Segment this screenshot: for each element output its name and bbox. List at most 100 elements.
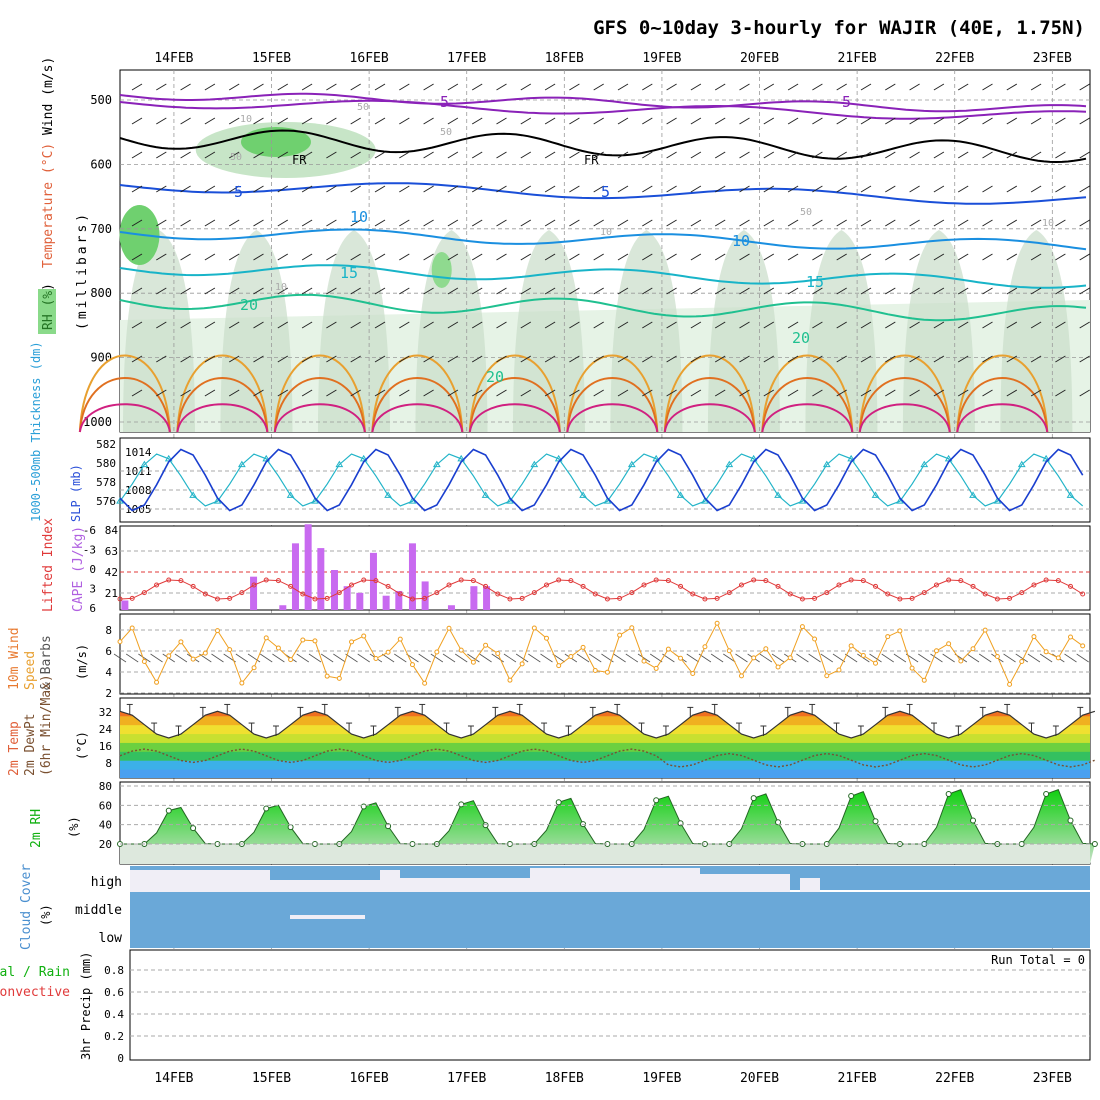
rh2m-point (945, 790, 952, 797)
wind-barb (180, 321, 191, 329)
wind-barb (228, 151, 240, 159)
cape-bar (304, 524, 312, 610)
wind-barb (690, 253, 702, 261)
wind-barb (326, 83, 337, 91)
lifted-index-point (239, 590, 245, 596)
wind-barb (885, 355, 896, 363)
wind-barb-10m (430, 653, 444, 663)
wind-barb (642, 389, 653, 397)
pressure-tick: 600 (90, 157, 112, 171)
wind-barb (350, 389, 361, 397)
wind-barb-10m (272, 653, 285, 663)
wind-barb-10m (381, 653, 395, 663)
slp-marker (432, 460, 441, 468)
wind-barb (763, 355, 775, 363)
lifted-index-point (495, 591, 501, 597)
wind-speed-point (580, 644, 586, 650)
wind-barb (1030, 117, 1042, 125)
wind-barb (812, 185, 823, 193)
wind-barb (374, 321, 386, 329)
wind10m-axis-label: & Barbs (39, 635, 54, 690)
wind-barb (860, 389, 872, 397)
boundary-layer-arc (956, 377, 1049, 433)
wind-barb (277, 321, 289, 329)
temp2m-tick: 32 (99, 706, 112, 719)
wind-barb (666, 389, 677, 397)
temp-band (120, 742, 1090, 752)
rh2m-unit-label: (%) (67, 816, 81, 838)
cape-bar (382, 595, 390, 610)
wind-barb-10m (491, 653, 504, 663)
wind-barb (350, 253, 361, 261)
freezing-label: FR (292, 153, 307, 167)
wind-barb (447, 355, 459, 363)
wind-speed-point (519, 661, 525, 667)
rh2m-point (360, 803, 367, 810)
high-cloud-gap (700, 874, 790, 892)
wind-barb (690, 287, 702, 295)
wind-barb (1030, 219, 1042, 227)
wind-barb (617, 287, 629, 295)
lifted-index-point (397, 591, 403, 597)
temp-band (120, 733, 1090, 743)
wind-barb-10m (796, 653, 809, 663)
wind-barb (957, 185, 969, 193)
wind-barb (739, 321, 750, 329)
wind-barb (714, 117, 726, 125)
wind10m-unit-label: (m/s) (75, 644, 89, 680)
wind-barb (763, 321, 775, 329)
wind-barb (131, 83, 143, 91)
wind-barb (253, 355, 264, 363)
wind-speed-point (604, 669, 610, 675)
boundary-layer-arc (176, 403, 269, 433)
wind-barb (593, 389, 604, 397)
wind-speed-point (288, 657, 294, 663)
wind-barb (156, 253, 167, 261)
wind-barb (204, 219, 216, 227)
wind-barb (399, 151, 410, 159)
temp-band (120, 769, 1090, 778)
wind-barb (471, 287, 483, 295)
rh-contour-label: 10 (1042, 218, 1054, 229)
lifted-index-point (970, 583, 976, 589)
wind-barb (301, 83, 313, 91)
lifted-index-axis-label: Lifted Index (41, 518, 56, 612)
wind-barb (253, 185, 264, 193)
wind-speed-point (1031, 634, 1037, 640)
boundary-layer-arc (761, 377, 854, 433)
wind-speed-point (665, 646, 671, 652)
wind10m-label: Speed (23, 651, 38, 690)
lifted-index-point (787, 591, 793, 597)
wind-barb (909, 219, 920, 227)
wind-barb (642, 253, 653, 261)
temp-label: 20 (792, 329, 810, 347)
temp-label: 5 (601, 183, 610, 201)
cape-bar (250, 576, 258, 610)
wind-barb (423, 117, 434, 125)
wind-barb-10m (1064, 653, 1077, 663)
wind-barb (909, 355, 920, 363)
wind-speed-point (446, 625, 452, 631)
wind-barb (957, 117, 969, 125)
wind-barb (447, 83, 459, 91)
wind-barb (326, 321, 337, 329)
lifted-index-point (544, 582, 550, 588)
instability-panel (119, 525, 1091, 611)
cape-bar (356, 592, 364, 610)
cloud-unit: (%) (39, 904, 53, 926)
wind-barb (763, 287, 775, 295)
wind-barb (1079, 321, 1090, 329)
lifted-index-point (190, 583, 196, 589)
rh2m-point (287, 824, 294, 831)
temp-label: 5 (234, 183, 243, 201)
slp-axis-label: SLP (mb) (69, 464, 83, 522)
wind-barb (617, 185, 629, 193)
boundary-layer-arc (371, 377, 464, 433)
rh2m-tick: 80 (99, 780, 112, 793)
slp-tick: 1005 (125, 503, 152, 516)
wind-barb-10m (528, 653, 541, 663)
wind-barb (1079, 389, 1090, 397)
lifted-index-point (288, 583, 294, 589)
temp-label: 10 (732, 232, 750, 250)
lifted-index-point (933, 582, 939, 588)
